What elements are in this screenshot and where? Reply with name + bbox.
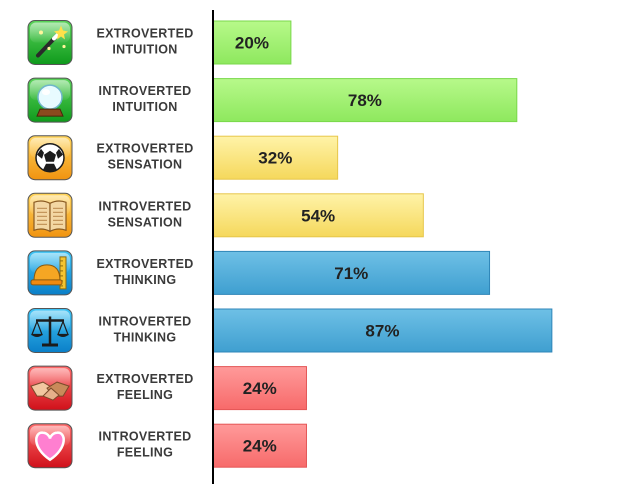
category-label: EXTROVERTED FEELING (96, 372, 193, 402)
bar (212, 20, 292, 65)
bar (212, 250, 491, 295)
open-book-icon (27, 192, 73, 238)
category-label: INTROVERTED INTUITION (99, 84, 192, 114)
hard-hat-ruler-icon (27, 250, 73, 296)
bar (212, 366, 307, 411)
balance-scale-icon (27, 308, 73, 353)
value-label: 54% (301, 206, 335, 225)
heart-icon (27, 423, 73, 469)
value-label: 24% (243, 437, 277, 456)
value-label: 24% (243, 379, 277, 398)
value-label: 87% (365, 322, 399, 341)
bar (212, 308, 553, 353)
category-label: INTROVERTED SENSATION (99, 199, 192, 229)
category-label: EXTROVERTED SENSATION (96, 142, 193, 172)
category-label: EXTROVERTED THINKING (96, 257, 193, 287)
bar (212, 193, 424, 238)
bar (212, 135, 339, 180)
value-label: 71% (334, 264, 368, 283)
category-label: INTROVERTED FEELING (99, 430, 192, 460)
soccer-ball-icon (27, 135, 73, 181)
category-label: INTROVERTED THINKING (99, 315, 192, 345)
handshake-icon (27, 365, 73, 411)
magic-wand-icon (27, 20, 73, 65)
value-label: 20% (235, 34, 269, 53)
crystal-ball-icon (27, 77, 73, 123)
value-label: 78% (348, 91, 382, 110)
category-label: EXTROVERTED INTUITION (96, 27, 193, 57)
value-label: 32% (258, 149, 292, 168)
bar (212, 78, 518, 123)
